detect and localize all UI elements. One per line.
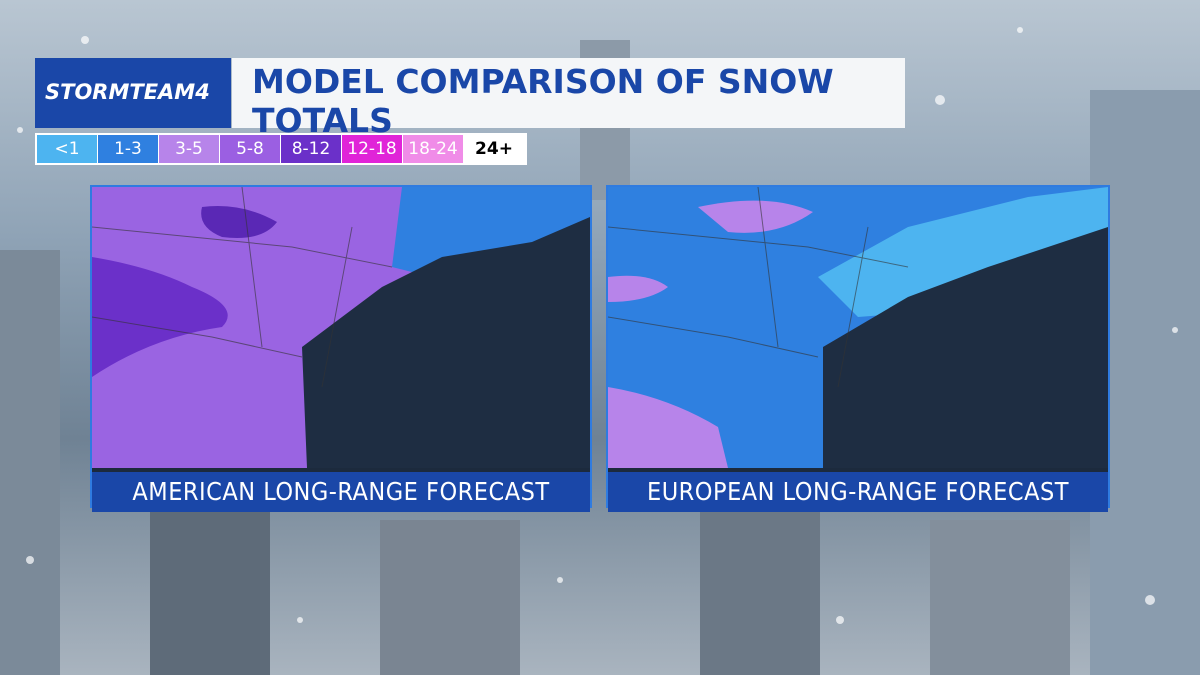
map: [607, 186, 1108, 468]
legend-item: 8-12: [281, 135, 342, 163]
map-panel: AMERICAN LONG-RANGE FORECAST: [90, 185, 592, 512]
brand-box: STORMTEAM4: [35, 58, 231, 128]
legend-item: 3-5: [159, 135, 220, 163]
legend-item: 24+: [464, 135, 525, 163]
title: MODEL COMPARISON OF SNOW TOTALS: [252, 62, 834, 140]
map: [91, 186, 590, 468]
legend-item: 5-8: [220, 135, 281, 163]
panel-caption: EUROPEAN LONG-RANGE FORECAST: [608, 472, 1108, 512]
title-box: MODEL COMPARISON OF SNOW TOTALS NEXT 7 D…: [232, 58, 905, 158]
legend: <1 1-3 3-5 5-8 8-12 12-18 18-24 24+: [35, 133, 527, 165]
legend-item: 18-24: [403, 135, 464, 163]
map-panel: EUROPEAN LONG-RANGE FORECAST: [606, 185, 1110, 512]
brand: STORMTEAM4: [45, 80, 210, 104]
legend-item: 1-3: [98, 135, 159, 163]
legend-item: 12-18: [342, 135, 403, 163]
legend-item: <1: [37, 135, 98, 163]
panel-caption: AMERICAN LONG-RANGE FORECAST: [92, 472, 590, 512]
